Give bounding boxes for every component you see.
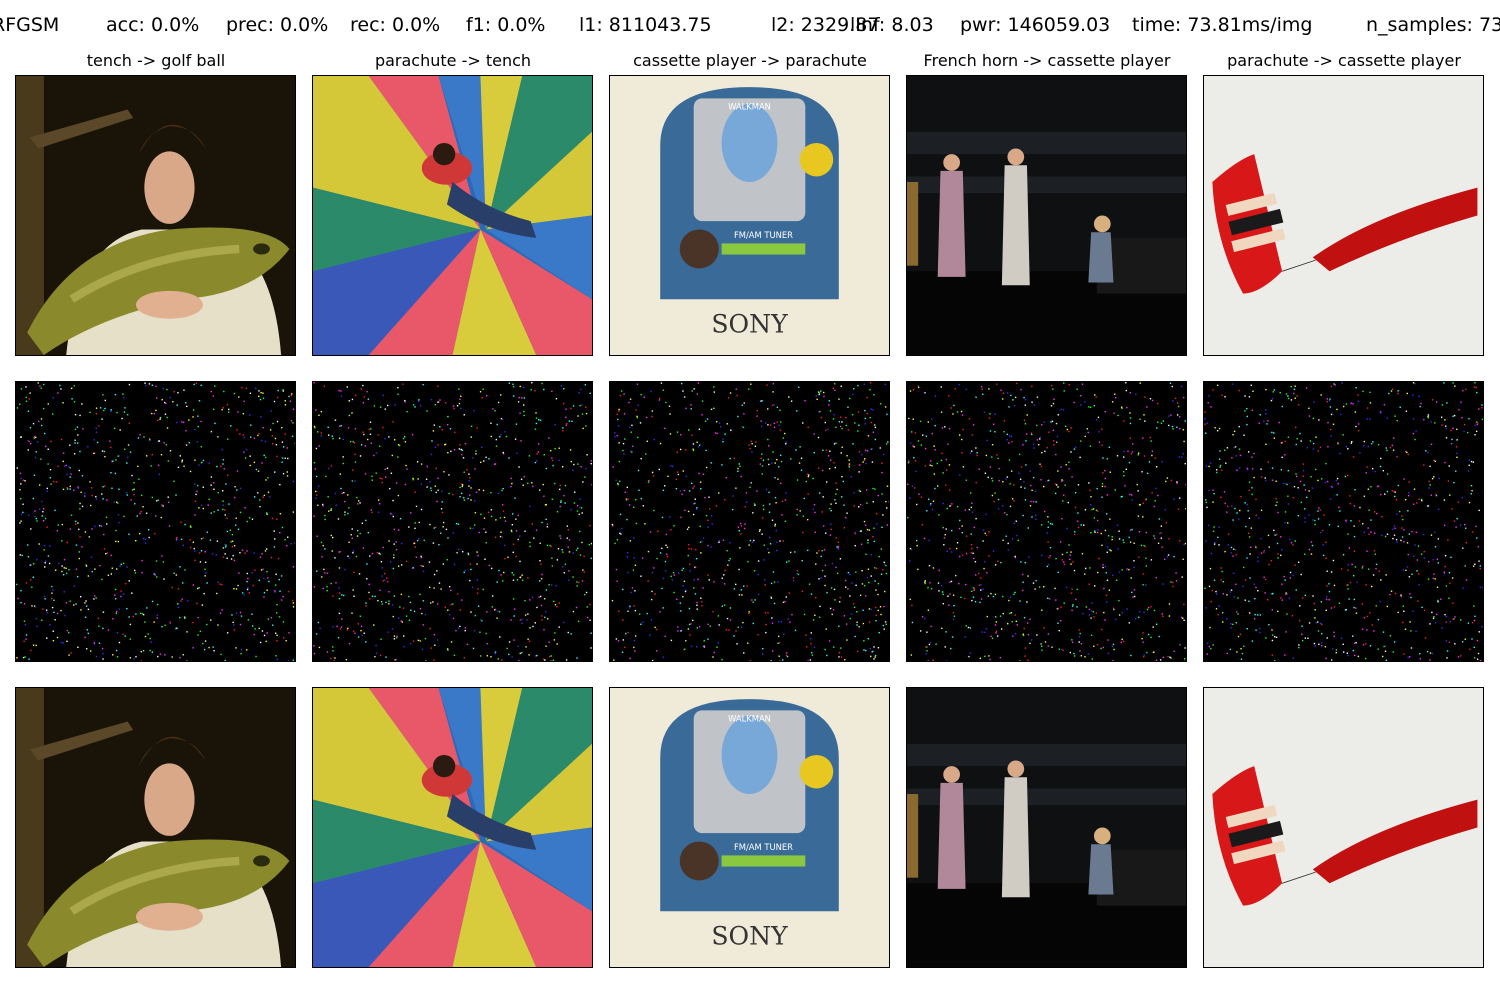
n-samples-metric: n_samples: 73 — [1366, 14, 1500, 36]
svg-text:WALKMAN: WALKMAN — [728, 713, 771, 723]
rec-metric: rec: 0.0% — [350, 14, 441, 36]
perturbation-noise — [907, 382, 1186, 661]
acc-metric: acc: 0.0% — [106, 14, 200, 36]
perturbation-5 — [1203, 381, 1484, 662]
l2-metric: l2: 2329.87 — [771, 14, 880, 36]
linf-metric: lInf: 8.03 — [850, 14, 934, 36]
original-image-4 — [906, 75, 1187, 356]
adversarial-image-2 — [312, 687, 593, 968]
original-image-1 — [15, 75, 296, 356]
adversarial-image-5 — [1203, 687, 1484, 968]
perturbation-noise — [313, 382, 592, 661]
svg-text:FM/AM TUNER: FM/AM TUNER — [734, 842, 793, 852]
adversarial-image-1 — [15, 687, 296, 968]
perturbation-1 — [15, 381, 296, 662]
column-title-2: parachute -> tench — [374, 51, 532, 70]
perturbation-4 — [906, 381, 1187, 662]
original-image-2 — [312, 75, 593, 356]
perturbation-noise — [16, 382, 295, 661]
time-metric: time: 73.81ms/img — [1132, 14, 1313, 36]
original-image-3: SONY WALKMAN FM/AM TUNER — [609, 75, 890, 356]
prec-metric: prec: 0.0% — [226, 14, 329, 36]
walkman-photo: SONY WALKMAN FM/AM TUNER — [610, 76, 889, 355]
sony-brand-text: SONY — [711, 310, 788, 339]
kite-photo — [1204, 688, 1483, 967]
svg-text:WALKMAN: WALKMAN — [728, 101, 771, 111]
sony-brand-text: SONY — [711, 922, 788, 951]
pwr-metric: pwr: 146059.03 — [960, 14, 1111, 36]
perturbation-3 — [609, 381, 890, 662]
tench-photo — [16, 76, 295, 355]
column-title-4: French horn -> cassette player — [923, 51, 1171, 70]
perturbation-2 — [312, 381, 593, 662]
column-title-1: tench -> golf ball — [86, 51, 226, 70]
svg-text:FM/AM TUNER: FM/AM TUNER — [734, 230, 793, 240]
concert-photo — [907, 76, 1186, 355]
adversarial-image-3: SONY WALKMAN FM/AM TUNER — [609, 687, 890, 968]
parachute-photo — [313, 688, 592, 967]
concert-photo — [907, 688, 1186, 967]
walkman-photo: SONY WALKMAN FM/AM TUNER — [610, 688, 889, 967]
kite-photo — [1204, 76, 1483, 355]
perturbation-noise — [1204, 382, 1483, 661]
f1-metric: f1: 0.0% — [466, 14, 546, 36]
adversarial-image-4 — [906, 687, 1187, 968]
attack-name: RFGSM — [0, 14, 60, 36]
original-image-5 — [1203, 75, 1484, 356]
l1-metric: l1: 811043.75 — [579, 14, 712, 36]
tench-photo — [16, 688, 295, 967]
column-title-5: parachute -> cassette player — [1227, 51, 1461, 70]
column-title-3: cassette player -> parachute — [633, 51, 867, 70]
parachute-photo — [313, 76, 592, 355]
perturbation-noise — [611, 382, 889, 661]
